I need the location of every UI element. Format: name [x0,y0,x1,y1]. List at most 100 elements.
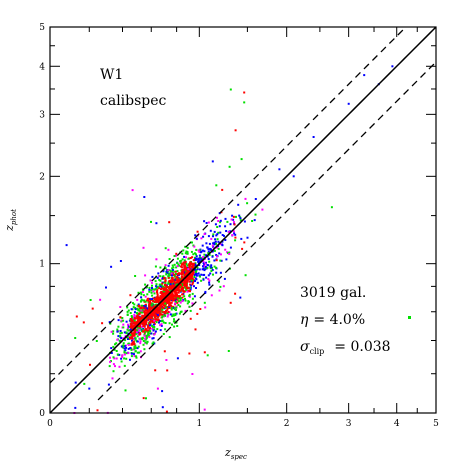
data-point [153,298,156,301]
data-point [151,310,154,314]
data-point [83,382,86,385]
data-point [171,267,174,270]
data-point [191,256,194,259]
data-point [208,260,211,263]
data-point [175,321,178,324]
data-point [132,306,135,309]
data-point [152,329,155,332]
data-point [189,257,192,259]
data-point [141,314,144,318]
data-point [134,346,137,349]
data-point [131,339,133,342]
upper-outlier-bound [49,28,405,384]
data-point [226,220,229,223]
data-point [227,350,230,352]
data-point [229,230,232,233]
data-point [191,241,193,244]
data-point [150,312,153,315]
data-point [125,346,128,349]
data-point [234,233,237,236]
data-point [172,266,175,269]
data-point [130,343,133,346]
data-point [173,280,176,282]
data-point [183,286,186,289]
data-point [171,274,173,277]
data-point [142,299,145,302]
data-point [215,234,218,237]
data-point [168,272,171,275]
data-point [175,276,179,279]
x-tick-label: 1 [196,419,202,429]
data-point [125,332,128,334]
data-point [140,293,143,296]
data-point [164,305,167,308]
data-point [171,280,174,283]
data-point [216,238,219,241]
data-point [164,279,167,282]
data-point [168,304,171,307]
data-point [173,318,175,321]
data-point [160,291,163,294]
data-point [195,274,198,277]
data-point [110,347,113,350]
data-point [173,278,176,281]
data-point [156,294,159,297]
data-point [176,298,179,301]
data-point [176,270,179,273]
data-point [155,222,158,225]
data-point [180,271,184,275]
data-point [177,263,180,266]
data-point [133,313,136,316]
data-point [189,288,192,291]
data-point [156,276,159,279]
data-point [180,259,183,262]
data-point [159,295,162,298]
data-point [130,332,134,335]
data-point [139,306,142,310]
data-point [130,324,133,327]
data-point [216,216,218,219]
data-point [216,255,218,258]
data-point [175,305,178,308]
data-point [140,304,143,307]
data-point [129,334,132,336]
reference-lines [49,26,437,414]
data-point [156,291,159,294]
data-point [151,294,154,297]
data-point [202,235,205,238]
data-point [195,273,198,275]
data-point [218,252,221,255]
y-axis-label: zphot [3,209,18,232]
data-point [151,337,154,340]
data-point [161,302,164,305]
data-point [145,397,147,400]
data-point [116,338,119,341]
data-point [174,290,177,293]
data-point [184,309,187,312]
data-point [164,302,167,305]
data-point [142,343,145,346]
data-point [194,262,197,265]
data-point [190,276,193,279]
data-point [165,359,168,361]
data-point [112,370,115,373]
data-point [196,312,199,315]
data-point [132,332,136,335]
data-point [215,242,217,245]
data-point [74,381,77,384]
data-point [278,168,281,171]
data-point [157,310,161,314]
data-point [198,249,201,252]
data-point [143,300,146,303]
data-point [137,291,140,294]
data-point [139,291,142,294]
data-point [155,308,158,312]
data-point [162,290,165,293]
data-point [181,266,184,269]
data-point [179,305,182,308]
data-point [141,291,144,293]
data-point [175,283,178,286]
data-point [233,221,235,224]
data-point [181,300,184,303]
data-point [208,253,211,256]
